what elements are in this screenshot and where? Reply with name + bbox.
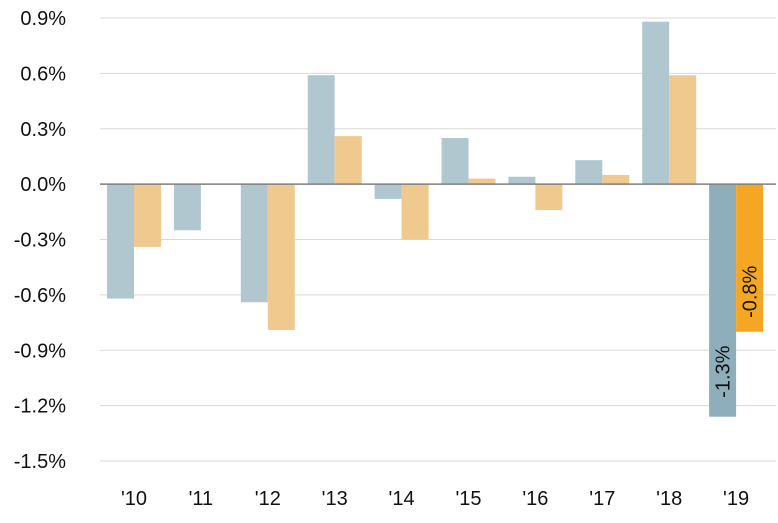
y-tick-label: -0.3% [14, 230, 66, 252]
bar-12-series-2 [267, 184, 295, 330]
grid-lines [100, 17, 776, 462]
bar-annotations: -1.3% -0.8% [713, 265, 762, 397]
x-tick-label: '17 [589, 488, 615, 510]
x-tick-label: '19 [723, 488, 749, 510]
bar-19-series-1 [709, 184, 737, 417]
bar-18-series-2 [669, 75, 697, 185]
y-tick-label: 0.9% [20, 8, 66, 30]
bar-value-label: -1.3% [713, 345, 735, 397]
bar-16-series-1 [508, 176, 536, 185]
bar-17-series-2 [602, 174, 630, 185]
bar-10-series-1 [107, 184, 134, 299]
y-tick-label: -0.6% [14, 285, 66, 307]
x-tick-label: '18 [656, 488, 682, 510]
bar-14-series-1 [374, 184, 402, 199]
x-tick-label: '15 [455, 488, 481, 510]
y-tick-label: 0.3% [20, 119, 66, 141]
y-tick-label: -1.2% [14, 396, 66, 418]
x-tick-label: '12 [255, 488, 281, 510]
bar-12-series-1 [240, 184, 268, 303]
bar-18-series-1 [642, 21, 670, 185]
bars [107, 21, 764, 417]
y-tick-label: -1.5% [14, 451, 66, 473]
x-tick-label: '13 [322, 488, 348, 510]
bar-13-series-2 [334, 136, 362, 185]
bar-14-series-2 [401, 184, 429, 240]
bar-15-series-2 [468, 178, 496, 185]
bar-value-label: -0.8% [740, 265, 762, 317]
x-tick-label: '11 [189, 488, 214, 510]
bar-13-series-1 [307, 75, 335, 185]
bar-15-series-1 [441, 137, 469, 185]
x-tick-label: '16 [522, 488, 548, 510]
x-tick-label: '14 [389, 488, 415, 510]
y-axis-tick-labels: 0.9% 0.6% 0.3% 0.0% -0.3% -0.6% -0.9% -1.2% -1.5… [14, 8, 66, 473]
bar-11-series-1 [173, 184, 201, 231]
bar-19-series-2 [736, 184, 764, 332]
x-tick-label: '10 [121, 488, 147, 510]
y-tick-label: 0.0% [20, 174, 66, 196]
y-tick-label: -0.9% [14, 340, 66, 362]
y-tick-label: 0.6% [20, 63, 66, 85]
bar-10-series-2 [134, 184, 161, 247]
bar-16-series-2 [535, 184, 563, 210]
x-axis-tick-labels: '10 '11 '12 '13 '14 '15 '16 '17 '18 '19 [121, 488, 749, 510]
bar-17-series-1 [575, 160, 603, 185]
